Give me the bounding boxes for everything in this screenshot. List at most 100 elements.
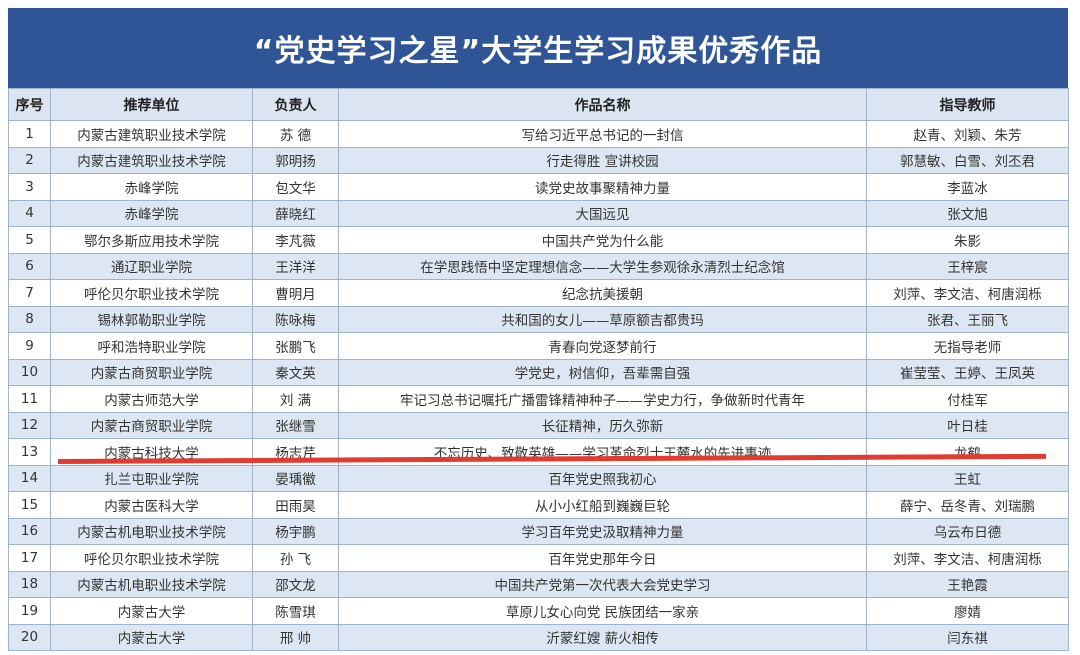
table-row: 11 内蒙古师范大学刘 满牢记习总书记嘱托广播雷锋精神种子——学史力行，争做新时代… (8, 385, 1069, 413)
cell-teacher: 李蓝冰 (866, 173, 1069, 201)
cell-lead: 陈雪琪 (252, 597, 339, 625)
works-table: 序号 推荐单位 负责人 作品名称 指导教师 1 内蒙古建筑职业技术学院苏 德写给习… (8, 88, 1069, 651)
cell-work: 沂蒙红嫂 薪火相传 (338, 623, 867, 651)
cell-work: 共和国的女儿——草原额吉都贵玛 (338, 305, 867, 333)
table-row: 8 锡林郭勒职业学院 陈咏梅 共和国的女儿——草原额吉都贵玛 张君、王丽飞 (8, 305, 1069, 333)
table-row: 20 内蒙古大学邢 帅沂蒙红嫂 薪火相传 闫东祺 (8, 623, 1069, 651)
cell-no: 8 (8, 305, 51, 333)
table-header-row: 序号 推荐单位 负责人 作品名称 指导教师 (8, 88, 1069, 121)
cell-unit: 扎兰屯职业学院 (50, 464, 253, 492)
cell-lead: 田雨昊 (252, 491, 339, 519)
table-row: 17 呼伦贝尔职业技术学院孙 飞百年党史那年今日 刘萍、李文洁、柯唐润栎 (8, 544, 1069, 572)
cell-work: 草原儿女心向党 民族团结一家亲 (338, 597, 867, 625)
cell-unit: 通辽职业学院 (50, 252, 253, 280)
cell-teacher: 王艳霞 (866, 570, 1069, 598)
cell-work: 大国远见 (338, 199, 867, 227)
cell-teacher: 郭慧敏、白雪、刘丕君 (866, 146, 1069, 174)
cell-teacher: 王虹 (866, 464, 1069, 492)
header-work: 作品名称 (338, 88, 867, 121)
cell-teacher: 王梓宸 (866, 252, 1069, 280)
cell-lead: 刘 满 (252, 385, 339, 413)
table-body: 1 内蒙古建筑职业技术学院苏 德写给习近平总书记的一封信 赵青、刘颖、朱芳 2 内蒙古建… (8, 120, 1069, 651)
table-row: 1 内蒙古建筑职业技术学院苏 德写给习近平总书记的一封信 赵青、刘颖、朱芳 (8, 120, 1069, 148)
cell-unit: 内蒙古机电职业技术学院 (50, 517, 253, 545)
cell-work: 读党史故事聚精神力量 (338, 173, 867, 201)
cell-teacher: 乌云布日德 (866, 517, 1069, 545)
cell-lead: 张鹏飞 (252, 332, 339, 360)
cell-teacher: 张君、王丽飞 (866, 305, 1069, 333)
cell-teacher: 朱影 (866, 226, 1069, 254)
cell-no: 15 (8, 491, 51, 519)
table-row: 6 通辽职业学院 王洋洋 在学思践悟中坚定理想信念——大学生参观徐永清烈士纪念馆 王梓宸 (8, 252, 1069, 280)
cell-unit: 赤峰学院 (50, 199, 253, 227)
table-row: 14 扎兰屯职业学院 晏瑀徽 百年党史照我初心 王虹 (8, 464, 1069, 492)
cell-no: 11 (8, 385, 51, 413)
table-row: 7 呼伦贝尔职业技术学院 曹明月 纪念抗美援朝 刘萍、李文洁、柯唐润栎 (8, 279, 1069, 307)
cell-unit: 锡林郭勒职业学院 (50, 305, 253, 333)
cell-unit: 呼伦贝尔职业技术学院 (50, 279, 253, 307)
cell-work: 行走得胜 宣讲校园 (338, 146, 867, 174)
cell-lead: 孙 飞 (252, 544, 339, 572)
cell-teacher: 付桂军 (866, 385, 1069, 413)
cell-teacher: 龙鹤 (866, 438, 1069, 466)
cell-no: 16 (8, 517, 51, 545)
cell-teacher: 张文旭 (866, 199, 1069, 227)
cell-teacher: 刘萍、李文洁、柯唐润栎 (866, 544, 1069, 572)
cell-unit: 内蒙古大学 (50, 597, 253, 625)
cell-no: 14 (8, 464, 51, 492)
cell-work: 学习百年党史汲取精神力量 (338, 517, 867, 545)
cell-no: 2 (8, 146, 51, 174)
cell-lead: 陈咏梅 (252, 305, 339, 333)
cell-no: 3 (8, 173, 51, 201)
cell-lead: 王洋洋 (252, 252, 339, 280)
table-row: 4 赤峰学院 薛晓红 大国远见 张文旭 (8, 199, 1069, 227)
table-row: 5 鄂尔多斯应用技术学院 李芃薇 中国共产党为什么能 朱影 (8, 226, 1069, 254)
header-teacher: 指导教师 (866, 88, 1069, 121)
cell-no: 10 (8, 358, 51, 386)
cell-unit: 鄂尔多斯应用技术学院 (50, 226, 253, 254)
cell-work: 青春向党逐梦前行 (338, 332, 867, 360)
cell-teacher: 叶日桂 (866, 411, 1069, 439)
cell-work: 百年党史照我初心 (338, 464, 867, 492)
cell-no: 12 (8, 411, 51, 439)
cell-work: 中国共产党第一次代表大会党史学习 (338, 570, 867, 598)
cell-no: 6 (8, 252, 51, 280)
cell-no: 9 (8, 332, 51, 360)
table-row: 2 内蒙古建筑职业技术学院 郭明扬 行走得胜 宣讲校园 郭慧敏、白雪、刘丕君 (8, 146, 1069, 174)
cell-no: 5 (8, 226, 51, 254)
table-row: 9 呼和浩特职业学院 张鹏飞 青春向党逐梦前行 无指导老师 (8, 332, 1069, 360)
cell-work: 牢记习总书记嘱托广播雷锋精神种子——学史力行，争做新时代青年 (338, 385, 867, 413)
cell-lead: 郭明扬 (252, 146, 339, 174)
cell-no: 1 (8, 120, 51, 148)
cell-unit: 内蒙古商贸职业学院 (50, 358, 253, 386)
table-row: 3 赤峰学院 包文华 读党史故事聚精神力量 李蓝冰 (8, 173, 1069, 201)
cell-no: 20 (8, 623, 51, 651)
document-title: “党史学习之星”大学生学习成果优秀作品 (8, 8, 1068, 88)
cell-lead: 秦文英 (252, 358, 339, 386)
cell-work: 从小小红船到巍巍巨轮 (338, 491, 867, 519)
cell-lead: 包文华 (252, 173, 339, 201)
cell-work: 纪念抗美援朝 (338, 279, 867, 307)
cell-lead: 晏瑀徽 (252, 464, 339, 492)
cell-no: 17 (8, 544, 51, 572)
cell-teacher: 薛宁、岳冬青、刘瑞鹏 (866, 491, 1069, 519)
cell-unit: 内蒙古医科大学 (50, 491, 253, 519)
cell-work: 中国共产党为什么能 (338, 226, 867, 254)
cell-lead: 苏 德 (252, 120, 339, 148)
cell-unit: 赤峰学院 (50, 173, 253, 201)
cell-lead: 杨宇鹏 (252, 517, 339, 545)
cell-lead: 薛晓红 (252, 199, 339, 227)
cell-teacher: 崔莹莹、王婷、王凤英 (866, 358, 1069, 386)
cell-unit: 内蒙古商贸职业学院 (50, 411, 253, 439)
cell-unit: 呼和浩特职业学院 (50, 332, 253, 360)
cell-unit: 内蒙古机电职业技术学院 (50, 570, 253, 598)
cell-unit: 内蒙古大学 (50, 623, 253, 651)
table-row: 15 内蒙古医科大学 田雨昊 从小小红船到巍巍巨轮 薛宁、岳冬青、刘瑞鹏 (8, 491, 1069, 519)
cell-lead: 邢 帅 (252, 623, 339, 651)
cell-unit: 内蒙古建筑职业技术学院 (50, 146, 253, 174)
cell-unit: 内蒙古建筑职业技术学院 (50, 120, 253, 148)
cell-lead: 曹明月 (252, 279, 339, 307)
cell-work: 长征精神，历久弥新 (338, 411, 867, 439)
cell-lead: 邵文龙 (252, 570, 339, 598)
cell-no: 7 (8, 279, 51, 307)
